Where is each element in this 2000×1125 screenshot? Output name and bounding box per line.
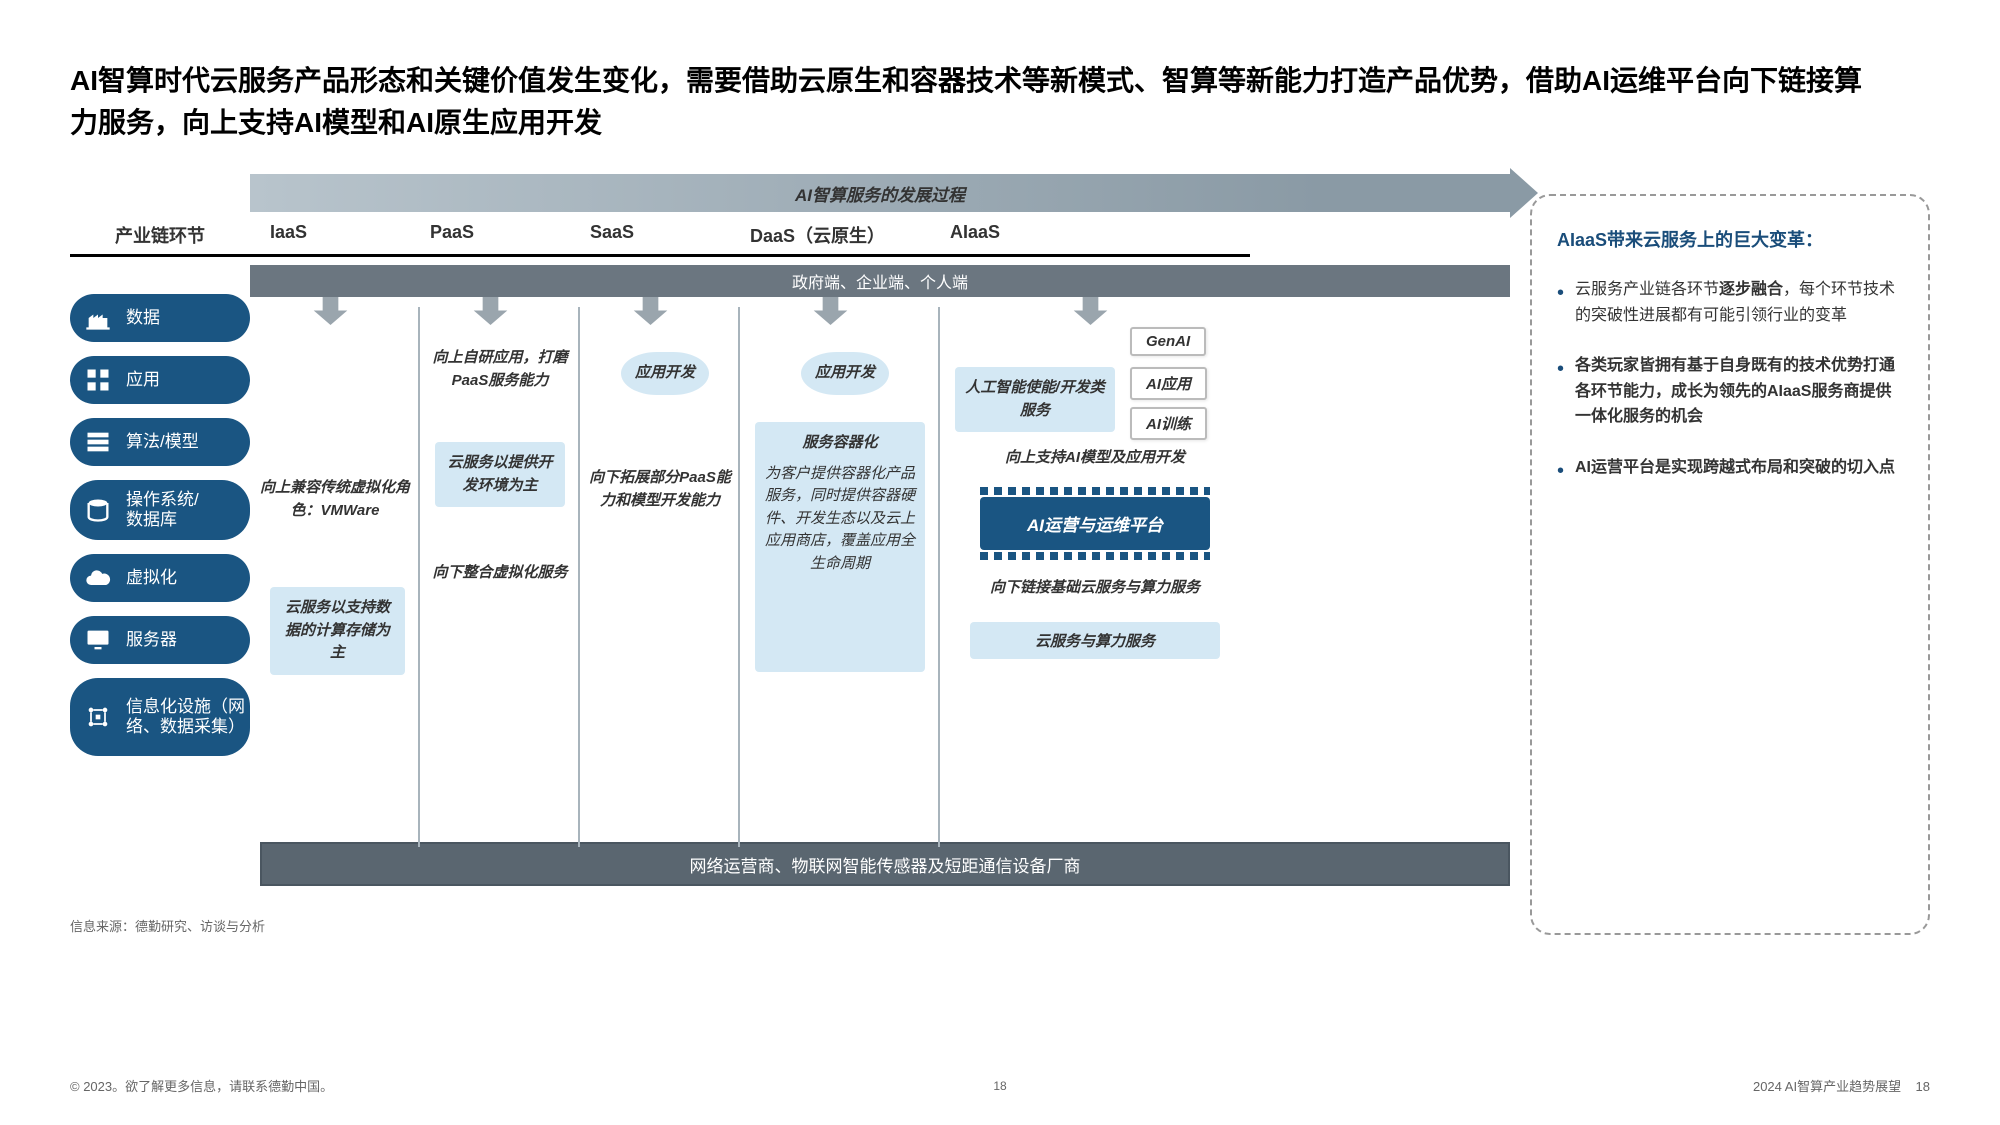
layer-label: 应用 [126, 370, 160, 390]
aiaas-down-text: 向下链接基础云服务与算力服务 [950, 577, 1240, 600]
layer-app: 应用 [70, 356, 250, 404]
apps-icon [82, 364, 114, 396]
layer-label: 信息化设施（网络、数据采集） [126, 697, 250, 738]
right-item: 云服务产业链各环节逐步融合，每个环节技术的突破性进展都有可能引领行业的变革 [1557, 277, 1903, 328]
right-item: 各类玩家皆拥有基于自身既有的技术优势打通各环节能力，成长为领先的AIaaS服务商… [1557, 353, 1903, 430]
daas-cloud: 应用开发 [770, 342, 920, 405]
slide-title: AI智算时代云服务产品形态和关键价值发生变化，需要借助云原生和容器技术等新模式、… [70, 60, 1870, 144]
chain-label: 产业链环节 [70, 222, 250, 257]
layer-label: 操作系统/数据库 [126, 490, 199, 531]
col-iaas: IaaS [250, 222, 410, 257]
ai-platform-box: AI运营与运维平台 [980, 497, 1210, 550]
saas-mid-text: 向下拓展部分PaaS能力和模型开发能力 [585, 467, 735, 512]
daas-body: 为客户提供容器化产品服务，同时提供容器硬件、开发生态以及云上应用商店，覆盖应用全… [763, 463, 917, 576]
paas-bottom-text: 向下整合虚拟化服务 [425, 562, 575, 585]
layer-label: 虚拟化 [126, 568, 177, 588]
page-num-center: 18 [993, 1079, 1006, 1093]
factory-icon [82, 302, 114, 334]
daas-head: 服务容器化 [763, 432, 917, 455]
daas-top-label: 应用开发 [801, 352, 889, 395]
layer-label: 服务器 [126, 630, 177, 650]
daas-box: 服务容器化 为客户提供容器化产品服务，同时提供容器硬件、开发生态以及云上应用商店… [755, 422, 925, 672]
col-aiaas: AIaaS [930, 222, 1250, 257]
layer-data: 数据 [70, 294, 250, 342]
layer-pills: 数据 应用 算法/模型 操作系统/数据库 虚拟化 [70, 294, 250, 770]
iaas-bottom-box: 云服务以支持数据的计算存储为主 [270, 587, 405, 675]
layer-algo: 算法/模型 [70, 418, 250, 466]
iaas-top-text: 向上兼容传统虚拟化角色：VMWare [260, 477, 410, 522]
copyright: © 2023。欲了解更多信息，请联系德勤中国。 [70, 1076, 333, 1095]
ai-app-box: AI应用 [1130, 367, 1207, 400]
layer-server: 服务器 [70, 616, 250, 664]
layer-label: 数据 [126, 308, 160, 328]
col-saas: SaaS [570, 222, 730, 257]
diagram-area: AI智算服务的发展过程 产业链环节 IaaS PaaS SaaS DaaS（云原… [70, 174, 1510, 935]
vline [578, 307, 580, 847]
col-daas: DaaS（云原生） [730, 222, 930, 257]
footer-right: 2024 AI智算产业趋势展望 18 [1753, 1076, 1930, 1095]
ai-train-box: AI训练 [1130, 407, 1207, 440]
bottom-bar-label: 网络运营商、物联网智能传感器及短距通信设备厂商 [690, 852, 1081, 877]
network-icon [82, 701, 114, 733]
layer-infra: 信息化设施（网络、数据采集） [70, 678, 250, 756]
paas-mid-box: 云服务以提供开发环境为主 [435, 442, 565, 507]
monitor-icon [82, 624, 114, 656]
layer-virt: 虚拟化 [70, 554, 250, 602]
layer-os: 操作系统/数据库 [70, 480, 250, 540]
gov-bar-label: 政府端、企业端、个人端 [792, 269, 968, 293]
aiaas-strip: 云服务与算力服务 [970, 622, 1220, 659]
vline [418, 307, 420, 847]
aiaas-enable-box: 人工智能使能/开发类服务 [955, 367, 1115, 432]
layer-label: 算法/模型 [126, 432, 199, 452]
gov-bar: 政府端、企业端、个人端 [250, 265, 1510, 297]
evolution-arrow: AI智算服务的发展过程 [250, 174, 1510, 212]
right-panel: AIaaS带来云服务上的巨大变革： 云服务产业链各环节逐步融合，每个环节技术的突… [1530, 194, 1930, 935]
vline [938, 307, 940, 847]
saas-cloud: 应用开发 [595, 342, 735, 405]
saas-top-label: 应用开发 [621, 352, 709, 395]
source-text: 信息来源：德勤研究、访谈与分析 [70, 916, 1510, 935]
database-icon [82, 494, 114, 526]
server-icon [82, 426, 114, 458]
genai-box: GenAI [1130, 327, 1206, 356]
right-panel-title: AIaaS带来云服务上的巨大变革： [1557, 226, 1903, 252]
vline [738, 307, 740, 847]
grid-area: 向上兼容传统虚拟化角色：VMWare 云服务以支持数据的计算存储为主 向上自研应… [260, 307, 1510, 827]
column-headers: 产业链环节 IaaS PaaS SaaS DaaS（云原生） AIaaS [70, 222, 1510, 257]
arrow-label: AI智算服务的发展过程 [795, 181, 965, 206]
paas-top-text: 向上自研应用，打磨PaaS服务能力 [425, 347, 575, 392]
right-item: AI运营平台是实现跨越式布局和突破的切入点 [1557, 455, 1903, 481]
footer: © 2023。欲了解更多信息，请联系德勤中国。 18 2024 AI智算产业趋势… [70, 1076, 1930, 1095]
col-paas: PaaS [410, 222, 570, 257]
aiaas-up-text: 向上支持AI模型及应用开发 [950, 447, 1240, 470]
bottom-bar: 网络运营商、物联网智能传感器及短距通信设备厂商 [260, 842, 1510, 886]
cloud-icon [82, 562, 114, 594]
